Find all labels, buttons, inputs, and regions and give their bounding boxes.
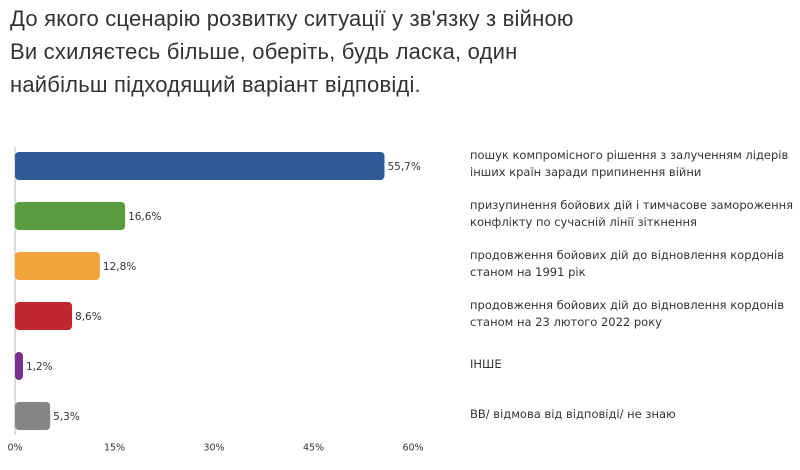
bar [15, 252, 100, 280]
bar [15, 352, 23, 380]
category-label: ВВ/ відмова від відповіді/ не знаю [470, 406, 676, 421]
category-label: продовження бойових дій до відновлення к… [470, 248, 784, 279]
chart-title: найбільш підходящий варіант відповіді. [10, 72, 421, 97]
chart-title: Ви схиляєтесь більше, оберіть, будь ласк… [10, 39, 518, 64]
x-tick-label: 60% [402, 443, 423, 454]
bar [15, 402, 51, 430]
bar [15, 152, 385, 180]
chart-title: До якого сценарію розвитку ситуації у зв… [10, 6, 574, 31]
value-label: 8,6% [75, 311, 102, 323]
value-label: 55,7% [387, 161, 420, 173]
category-label: пошук компромісного рішення з залученням… [470, 148, 789, 179]
x-tick-label: 15% [104, 443, 125, 454]
value-label: 5,3% [53, 411, 80, 423]
bar [15, 202, 126, 230]
category-label: продовження бойових дій до відновлення к… [470, 298, 784, 329]
value-label: 1,2% [26, 361, 53, 373]
x-tick-label: 30% [203, 443, 224, 454]
x-tick-label: 45% [303, 443, 324, 454]
value-label: 12,8% [103, 261, 136, 273]
x-tick-label: 0% [7, 443, 22, 454]
bar [15, 302, 73, 330]
category-label: призупинення бойових дій і тимчасове зам… [470, 198, 794, 229]
category-label: ІНШЕ [470, 356, 502, 371]
value-label: 16,6% [128, 211, 161, 223]
